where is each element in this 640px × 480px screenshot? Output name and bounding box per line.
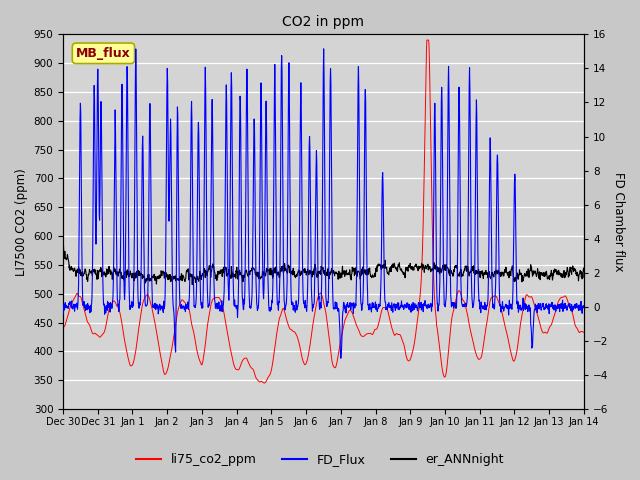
Y-axis label: FD Chamber flux: FD Chamber flux bbox=[612, 172, 625, 271]
Y-axis label: LI7500 CO2 (ppm): LI7500 CO2 (ppm) bbox=[15, 168, 28, 276]
Text: MB_flux: MB_flux bbox=[76, 47, 131, 60]
Legend: li75_co2_ppm, FD_Flux, er_ANNnight: li75_co2_ppm, FD_Flux, er_ANNnight bbox=[131, 448, 509, 471]
Title: CO2 in ppm: CO2 in ppm bbox=[282, 15, 364, 29]
